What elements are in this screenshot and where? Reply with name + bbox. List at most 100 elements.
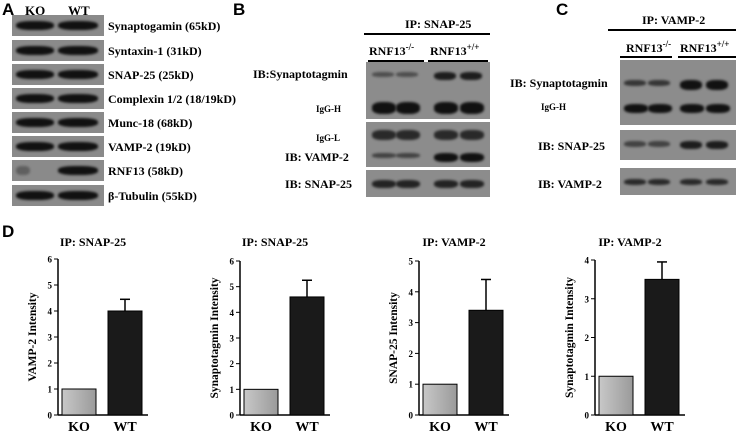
band-igg-h xyxy=(372,102,396,114)
chart-tick-label: 5 xyxy=(48,281,53,291)
panel-b-ko-label: RNF13-/- xyxy=(369,42,415,58)
band-synaptotagmin xyxy=(648,80,670,86)
blot-band-wt xyxy=(58,70,98,79)
blot-row-label: Munc-18 (68kD) xyxy=(108,116,193,130)
bar-wt xyxy=(289,296,325,416)
panel-c-igg-h: IgG-H xyxy=(541,102,567,112)
blot-row-label: Complexin 1/2 (18/19kD) xyxy=(108,92,237,106)
band-synaptotagmin xyxy=(624,80,646,86)
chart-ylabel: Synaptotagmin Intensity xyxy=(209,277,221,398)
blot-band-ko xyxy=(16,191,54,200)
panel-c-ip-line xyxy=(608,29,736,31)
chart-ylabel: SNAP-25 Intensity xyxy=(388,292,400,384)
chart-tick-label: 2 xyxy=(230,359,235,369)
chart-title: IP: SNAP-25 xyxy=(242,235,308,249)
chart-tick-label: 0 xyxy=(230,411,235,421)
panel-c-ko-label: RNF13-/- xyxy=(626,39,672,55)
chart-category-label: WT xyxy=(295,420,319,433)
panel-b-ib-snap25: IB: SNAP-25 xyxy=(285,177,353,191)
band-vamp2 xyxy=(624,179,646,185)
bar-ko xyxy=(243,388,279,416)
blot-band-ko xyxy=(16,46,54,55)
chart-tick-label: 4 xyxy=(585,256,590,266)
blot-band-wt xyxy=(58,118,98,127)
chart-tick-label: 1 xyxy=(585,372,590,382)
blot-row-label: RNF13 (58kD) xyxy=(108,164,183,178)
band-igg-l xyxy=(396,130,420,140)
band-igg-l xyxy=(434,130,458,140)
panel-label-b: B xyxy=(233,0,246,19)
chart-category-label: KO xyxy=(68,420,90,433)
band-igg-l xyxy=(372,130,396,140)
panel-b-ib-vamp2: IB: VAMP-2 xyxy=(285,150,349,164)
chart-tick-label: 3 xyxy=(409,318,414,328)
band-igg-h xyxy=(706,104,730,113)
band-vamp2 xyxy=(706,179,728,185)
band-synaptotagmin xyxy=(396,72,418,77)
bar-wt xyxy=(644,278,680,416)
panel-label-d: D xyxy=(2,222,15,241)
chart-category-label: WT xyxy=(650,420,674,433)
lane-label-wt: WT xyxy=(68,3,90,18)
band-vamp2 xyxy=(434,153,458,162)
blot-row-label: β-Tubulin (55kD) xyxy=(108,189,197,203)
band-synaptotagmin xyxy=(372,72,394,77)
chart-tick-label: 0 xyxy=(585,411,590,421)
chart-title: IP: SNAP-25 xyxy=(60,235,126,249)
chart-category-label: WT xyxy=(113,420,137,433)
chart-tick-label: 1 xyxy=(48,385,53,395)
band-snap25 xyxy=(434,180,458,188)
panel-b-ip-line xyxy=(364,33,490,35)
band-snap25 xyxy=(706,141,728,149)
blot-band-ko xyxy=(16,94,54,103)
bar-ko xyxy=(598,375,634,416)
chart-tick-label: 2 xyxy=(409,349,414,359)
bar-ko xyxy=(422,383,458,416)
chart-tick-label: 0 xyxy=(409,411,414,421)
chart-tick-label: 4 xyxy=(409,287,414,297)
chart-ylabel: Synaptotagmin Intensity xyxy=(564,277,576,398)
chart-category-label: KO xyxy=(429,420,451,433)
chart-title: IP: VAMP-2 xyxy=(598,235,661,249)
band-snap25 xyxy=(648,141,670,147)
panel-c-wt-label: RNF13+/+ xyxy=(680,39,730,55)
band-snap25 xyxy=(680,141,702,149)
blot-band-ko xyxy=(16,166,30,175)
blot-band-ko xyxy=(16,21,54,30)
blot-band-wt xyxy=(58,191,98,200)
blot-band-ko xyxy=(16,118,54,127)
band-snap25 xyxy=(460,180,484,188)
blot-c-top xyxy=(620,60,736,125)
chart-tick-label: 5 xyxy=(409,257,414,267)
panel-c-ib-vamp2: IB: VAMP-2 xyxy=(538,177,602,191)
chart-category-label: WT xyxy=(474,420,498,433)
blot-band-ko xyxy=(16,142,54,151)
band-vamp2 xyxy=(460,153,484,162)
band-igg-l xyxy=(460,130,484,140)
panel-label-c: C xyxy=(556,0,569,19)
chart-tick-label: 3 xyxy=(230,334,235,344)
blot-band-wt xyxy=(58,46,98,55)
band-synaptotagmin xyxy=(434,72,456,80)
panel-c-ko-line xyxy=(620,56,672,58)
band-synaptotagmin xyxy=(706,80,728,90)
lane-label-ko: KO xyxy=(25,3,46,18)
chart-tick-label: 5 xyxy=(230,282,235,292)
blot-row-label: SNAP-25 (25kD) xyxy=(108,68,194,82)
chart-tick-label: 2 xyxy=(48,359,53,369)
bar-wt xyxy=(107,310,143,416)
chart-title: IP: VAMP-2 xyxy=(422,235,485,249)
panel-b-igg-l: IgG-L xyxy=(316,133,341,143)
blot-band-wt xyxy=(58,142,98,151)
band-snap25 xyxy=(624,141,646,147)
band-snap25 xyxy=(372,180,396,188)
band-vamp2 xyxy=(396,153,420,158)
band-igg-h xyxy=(434,102,458,114)
chart-tick-label: 6 xyxy=(230,257,235,267)
panel-b-igg-h: IgG-H xyxy=(316,104,342,114)
band-vamp2 xyxy=(680,179,702,185)
band-igg-h xyxy=(624,104,648,113)
blot-row-label: Synaptogamin (65kD) xyxy=(108,19,221,33)
chart-tick-label: 1 xyxy=(409,380,414,390)
